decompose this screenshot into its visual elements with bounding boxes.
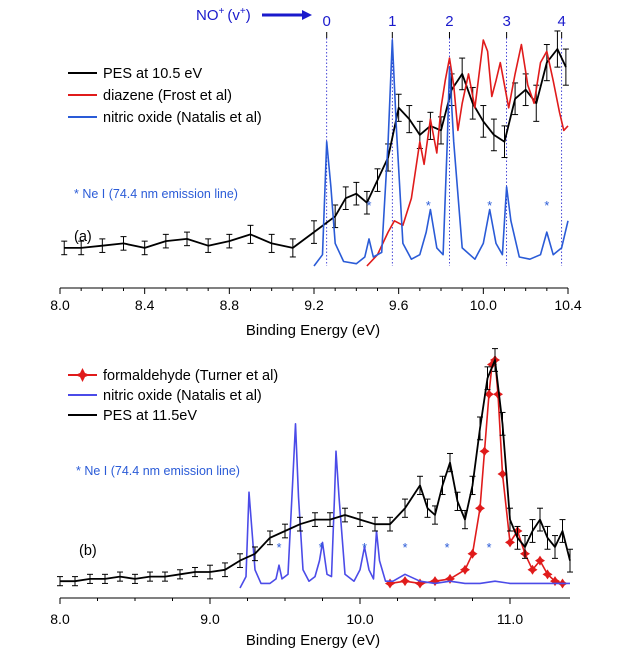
vibrational-level-labels: 0 1 2 3 4	[323, 13, 566, 30]
data-point-marker	[484, 389, 494, 400]
legend-marker-formaldehyde	[75, 368, 90, 382]
data-point-marker	[535, 555, 545, 566]
data-point-marker	[505, 537, 515, 548]
legend-label-pes: PES at 10.5 eV	[103, 66, 202, 82]
ne-star-markers-b: * * * * * *	[277, 541, 492, 555]
x-axis-a: 8.0 8.4 8.8 9.2 9.6 10.0 10.4	[50, 287, 582, 313]
data-point-marker	[487, 359, 497, 370]
panel-label-b: (b)	[79, 543, 97, 559]
ne-star-marker: *	[487, 199, 492, 213]
data-point-marker	[445, 573, 455, 584]
vibrational-level-lines	[326, 32, 563, 266]
data-point-marker	[400, 576, 410, 587]
series-line-a-0	[64, 48, 567, 249]
data-point-marker	[415, 578, 425, 589]
ne-star-marker: *	[426, 199, 431, 213]
top-axis-label: NO+ (v+)	[196, 6, 251, 24]
ne-annotation-b: * Ne I (74.4 nm emission line)	[76, 464, 240, 478]
data-point-marker	[493, 389, 503, 400]
x-tick-label: 10.0	[346, 611, 373, 627]
x-tick-label: 8.8	[220, 297, 240, 313]
data-point-marker	[430, 576, 440, 587]
data-point-marker	[475, 503, 485, 514]
ne-star-marker: *	[367, 199, 372, 213]
x-tick-label: 9.2	[304, 297, 324, 313]
data-point-marker	[497, 469, 508, 479]
ne-star-marker: *	[362, 541, 367, 555]
x-tick-label: 8.0	[50, 611, 70, 627]
legend-b: formaldehyde (Turner et al) nitric oxide…	[68, 368, 278, 424]
data-point-marker	[460, 564, 470, 575]
x-tick-label: 8.0	[50, 297, 70, 313]
ne-star-markers-a: * * * *	[367, 199, 550, 213]
ne-star-marker: *	[487, 541, 492, 555]
panel-label-a: (a)	[74, 229, 92, 245]
legend-label-nitric-oxide-b: nitric oxide (Natalis et al)	[103, 388, 262, 404]
legend-label-pes-b: PES at 11.5eV	[103, 408, 197, 424]
legend-label-nitric-oxide: nitric oxide (Natalis et al)	[103, 110, 262, 126]
data-point-marker	[467, 548, 478, 559]
vibrational-level-label: 4	[557, 13, 565, 30]
ne-star-marker: *	[319, 541, 324, 555]
vibrational-level-label: 2	[445, 13, 453, 30]
series-line-b-1	[239, 422, 570, 589]
vibrational-level-label: 0	[323, 13, 331, 30]
x-axis-b: 8.0 9.0 10.0 11.0	[50, 597, 570, 627]
legend-a: PES at 10.5 eV diazene (Frost et al) nit…	[68, 66, 262, 126]
series-line-b-0	[389, 359, 563, 585]
x-tick-label: 8.4	[135, 297, 155, 313]
top-axis-arrow	[262, 10, 312, 20]
data-point-marker	[385, 578, 395, 589]
series-group-a	[61, 30, 569, 267]
legend-label-diazene: diazene (Frost et al)	[103, 88, 232, 104]
ne-annotation-a: * Ne I (74.4 nm emission line)	[74, 187, 238, 201]
x-tick-label: 11.0	[497, 611, 523, 627]
ne-star-marker: *	[445, 541, 450, 555]
x-tick-label: 10.0	[470, 297, 497, 313]
series-group-b	[57, 348, 573, 589]
series-line-a-1	[366, 39, 569, 267]
ne-star-marker: *	[544, 199, 549, 213]
data-point-marker	[542, 569, 553, 580]
panel-a: * * * * 8.0 8.4 8.8 9.2 9.6 10.0 10.4 NO+ (v+) 0 1 2…	[50, 6, 582, 339]
x-tick-label: 9.0	[200, 611, 220, 627]
vibrational-level-label: 3	[502, 13, 510, 30]
panel-b: * * * * * * 8.0 9.0 10.0 11.0 formaldehyde (Turn…	[50, 348, 573, 649]
ne-star-marker: *	[403, 541, 408, 555]
x-axis-title-b: Binding Energy (eV)	[246, 632, 380, 649]
legend-label-formaldehyde: formaldehyde (Turner et al)	[103, 368, 278, 384]
x-axis-title-a: Binding Energy (eV)	[246, 322, 380, 339]
ne-star-marker: *	[277, 541, 282, 555]
series-line-a-2	[313, 39, 569, 267]
data-point-marker	[550, 576, 560, 587]
vibrational-level-label: 1	[388, 13, 396, 30]
data-point-marker	[479, 446, 490, 457]
x-tick-label: 9.6	[389, 297, 409, 313]
x-tick-label: 10.4	[554, 297, 581, 313]
data-point-marker	[527, 564, 538, 575]
